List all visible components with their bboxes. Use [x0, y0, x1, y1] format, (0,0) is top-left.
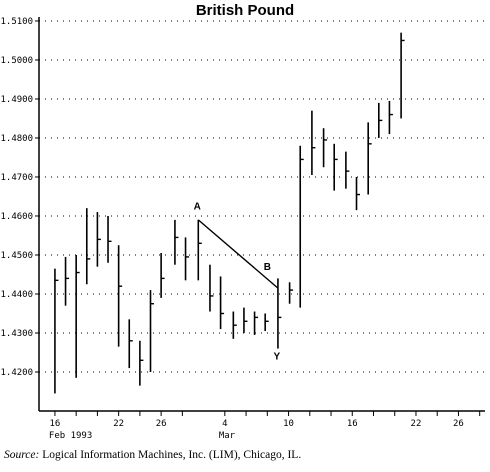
- y-tick-label: 1.4300: [0, 329, 33, 339]
- x-tick-label: 16: [50, 419, 61, 429]
- x-tick-label: 26: [453, 419, 464, 429]
- annotations: A B Y: [194, 201, 281, 362]
- y-tick-label: 1.5000: [0, 56, 33, 66]
- x-tick-label: 22: [411, 419, 422, 429]
- source-note: Source: Logical Information Machines, In…: [4, 449, 301, 461]
- y-tick-label: 1.5100: [0, 17, 33, 27]
- y-tick-label: 1.4200: [0, 368, 33, 378]
- source-label: Source:: [4, 449, 40, 461]
- annotation-a: A: [194, 201, 201, 212]
- annotation-y: Y: [274, 352, 281, 363]
- axes: 1.4200 1.4300 1.4400 1.4500 1.4600 1.4700 1.48…: [0, 17, 485, 441]
- chart-title: British Pound: [195, 2, 295, 19]
- x-tick-label: 10: [283, 419, 294, 429]
- x-month-label: Mar: [219, 431, 236, 441]
- trendline: [197, 219, 279, 289]
- price-bars: [54, 32, 405, 394]
- y-tick-label: 1.4700: [0, 173, 33, 183]
- x-month-label: Feb 1993: [49, 431, 92, 441]
- y-tick-label: 1.4500: [0, 251, 33, 261]
- y-tick-label: 1.4900: [0, 95, 33, 105]
- y-tick-label: 1.4800: [0, 134, 33, 144]
- annotation-b: B: [264, 262, 271, 273]
- x-tick-label: 16: [347, 419, 358, 429]
- x-tick-label: 22: [113, 419, 124, 429]
- x-tick-label: 4: [222, 419, 227, 429]
- y-tick-label: 1.4600: [0, 212, 33, 222]
- gridlines: [39, 20, 485, 373]
- y-tick-label: 1.4400: [0, 290, 33, 300]
- source-text: Logical Information Machines, Inc. (LIM)…: [42, 449, 302, 461]
- x-tick-label: 26: [156, 419, 167, 429]
